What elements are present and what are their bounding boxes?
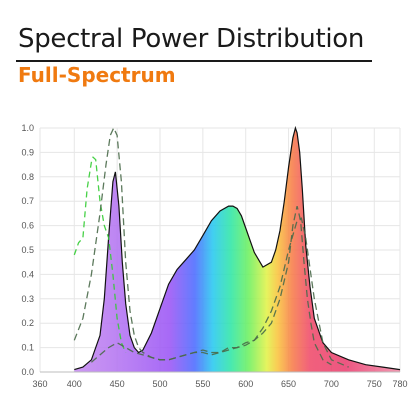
chart-axes: 0.0 0.1 0.2 0.3 0.4 0.5 0.6 0.7 0.8 0.9 1.0 360 400 4… xyxy=(21,123,407,389)
chart-subtitle: Full-Spectrum xyxy=(18,63,176,87)
x-tick-label: 750 xyxy=(367,379,382,389)
dark-dashed-series-2 xyxy=(73,126,332,366)
x-tick-label: 700 xyxy=(324,379,339,389)
chart-title: Spectral Power Distribution xyxy=(18,24,365,54)
dark-dashed-series-3 xyxy=(90,217,349,368)
x-tick-label: 780 xyxy=(392,379,407,389)
x-tick-label: 360 xyxy=(32,379,47,389)
spectrum-area xyxy=(74,125,401,372)
y-tick-label: 0.6 xyxy=(21,221,34,231)
y-tick-label: 0.1 xyxy=(21,343,34,353)
x-tick-label: 550 xyxy=(195,379,210,389)
y-tick-label: 0.5 xyxy=(21,245,34,255)
x-tick-label: 500 xyxy=(152,379,167,389)
y-tick-label: 0.7 xyxy=(21,196,34,206)
y-tick-label: 0.2 xyxy=(21,318,34,328)
y-tick-label: 0.8 xyxy=(21,172,34,182)
comparison-lines xyxy=(73,126,349,368)
spectrum-outline xyxy=(74,125,401,371)
y-tick-label: 0.4 xyxy=(21,269,34,279)
x-tick-label: 650 xyxy=(281,379,296,389)
y-tick-label: 0.3 xyxy=(21,294,34,304)
x-tick-label: 400 xyxy=(67,379,82,389)
x-tick-label: 450 xyxy=(110,379,125,389)
y-tick-label: 0.9 xyxy=(21,147,34,157)
spectrum-area-fill xyxy=(74,128,401,372)
green-dashed-series xyxy=(73,156,127,353)
x-tick-label: 600 xyxy=(238,379,253,389)
y-tick-label: 0.0 xyxy=(21,367,34,377)
title-underline xyxy=(16,60,372,62)
y-tick-label: 1.0 xyxy=(21,123,34,133)
